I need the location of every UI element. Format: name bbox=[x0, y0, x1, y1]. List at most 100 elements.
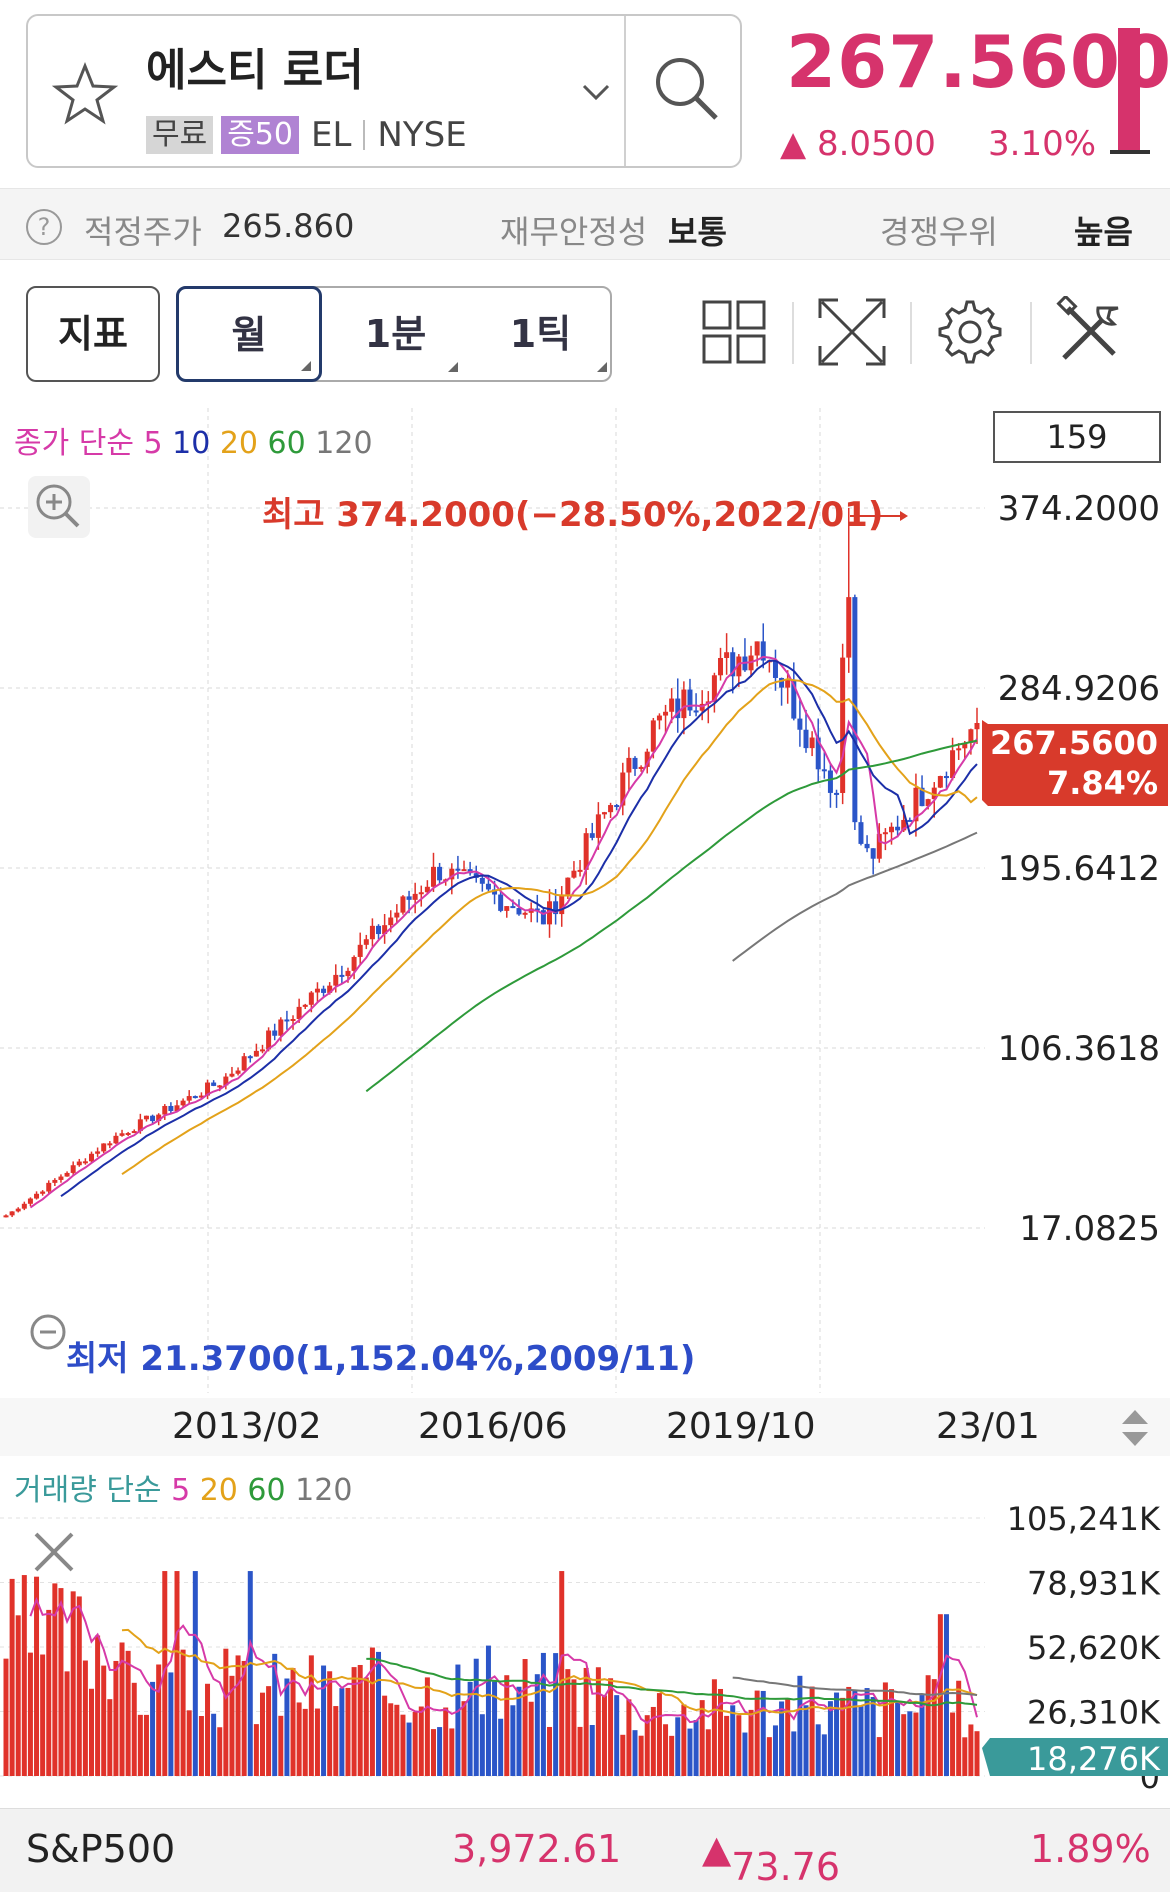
volume-bar bbox=[211, 1713, 217, 1776]
index-ticker[interactable]: S&P500 3,972.61 ▲ 73.76 1.89% bbox=[0, 1808, 1170, 1892]
candle-body bbox=[223, 1076, 229, 1086]
ma-line bbox=[29, 655, 978, 1209]
candle-body bbox=[241, 1056, 247, 1071]
candle-body bbox=[901, 819, 907, 831]
volume-bar bbox=[198, 1716, 204, 1776]
candle-body bbox=[296, 1006, 302, 1019]
candle-body bbox=[156, 1114, 162, 1122]
candle-body bbox=[669, 698, 675, 712]
volume-y-label: 105,241K bbox=[1007, 1500, 1161, 1538]
candle-body bbox=[943, 776, 949, 779]
candle-body bbox=[681, 689, 687, 719]
volume-bar bbox=[498, 1718, 504, 1776]
volume-bar bbox=[687, 1728, 693, 1776]
candle-body bbox=[119, 1133, 125, 1136]
volume-bar bbox=[241, 1660, 247, 1776]
volume-bar bbox=[473, 1658, 479, 1776]
volume-bar bbox=[962, 1737, 968, 1776]
volume-bars bbox=[3, 1571, 980, 1776]
financial-label: 재무안정성 bbox=[500, 213, 648, 251]
candle-body bbox=[559, 894, 565, 915]
volume-bar bbox=[748, 1709, 754, 1776]
volume-legend-period: 20 bbox=[200, 1473, 248, 1508]
volume-legend-period: 5 bbox=[171, 1473, 200, 1508]
volume-bar bbox=[321, 1665, 327, 1776]
toolbar-divider bbox=[792, 302, 794, 364]
volume-bar bbox=[174, 1571, 180, 1776]
candle-body bbox=[107, 1143, 113, 1146]
help-icon[interactable]: ? bbox=[26, 209, 62, 245]
volume-bar bbox=[974, 1731, 980, 1776]
candle-body bbox=[217, 1085, 223, 1088]
candle-body bbox=[34, 1193, 40, 1199]
price-chart[interactable]: 374.2000284.9206195.6412106.361817.0825 … bbox=[0, 408, 1170, 1398]
stock-name: 에스티 로더 bbox=[146, 45, 364, 96]
stock-selector[interactable]: 에스티 로더 무료 증50 EL NYSE bbox=[26, 14, 742, 168]
volume-bar bbox=[510, 1705, 516, 1776]
candle-body bbox=[760, 641, 766, 661]
index-change-value: 73.76 bbox=[731, 1845, 841, 1889]
volume-bar bbox=[705, 1729, 711, 1776]
candle-body bbox=[730, 652, 736, 677]
candle-body bbox=[663, 711, 669, 716]
fullscreen-icon[interactable] bbox=[816, 296, 888, 368]
candle-body bbox=[919, 787, 925, 807]
volume-bar bbox=[64, 1671, 70, 1776]
price-bar bbox=[1118, 28, 1140, 152]
stock-tags: 무료 증50 EL NYSE bbox=[146, 116, 471, 154]
y-label: 106.3618 bbox=[998, 1029, 1160, 1069]
period-month[interactable]: 월 bbox=[176, 286, 322, 382]
free-tag: 무료 bbox=[146, 116, 214, 154]
y-axis-panel bbox=[985, 408, 1170, 1398]
moving-average-lines bbox=[29, 655, 978, 1209]
candle-body bbox=[974, 723, 980, 730]
volume-bar bbox=[553, 1653, 559, 1776]
volume-bar bbox=[950, 1712, 956, 1776]
candle-body bbox=[40, 1191, 46, 1194]
volume-bar bbox=[400, 1714, 406, 1776]
period-1tick-label: 1틱 bbox=[509, 312, 572, 356]
candle-body bbox=[913, 787, 919, 822]
volume-bar bbox=[113, 1660, 119, 1776]
candle-body bbox=[290, 1018, 296, 1021]
period-1min[interactable]: 1분 bbox=[323, 288, 468, 380]
legend-period: 10 bbox=[172, 426, 220, 461]
volume-bar bbox=[272, 1653, 278, 1776]
star-icon[interactable] bbox=[50, 60, 120, 130]
chevron-down-icon[interactable] bbox=[576, 72, 616, 112]
candle-body bbox=[864, 843, 870, 849]
candle-body bbox=[211, 1082, 217, 1086]
x-label: 2016/06 bbox=[418, 1406, 568, 1447]
volume-bar bbox=[766, 1737, 772, 1776]
volume-bar bbox=[779, 1701, 785, 1776]
candle-body bbox=[412, 893, 418, 900]
volume-bar bbox=[736, 1715, 742, 1776]
candle-body bbox=[461, 869, 467, 872]
candle-body bbox=[620, 772, 626, 806]
grid-layout-icon[interactable] bbox=[698, 296, 770, 368]
volume-bar bbox=[669, 1735, 675, 1776]
search-icon[interactable] bbox=[646, 48, 728, 130]
volume-bar bbox=[40, 1654, 46, 1776]
candle-body bbox=[101, 1143, 107, 1152]
volume-bar bbox=[565, 1669, 571, 1776]
resize-arrows-icon[interactable] bbox=[1118, 1408, 1152, 1448]
volume-bar bbox=[107, 1699, 113, 1776]
candle-body bbox=[504, 906, 510, 911]
candle-body bbox=[736, 656, 742, 677]
candle-body bbox=[192, 1096, 198, 1099]
volume-bar bbox=[528, 1701, 534, 1776]
candle-body bbox=[809, 737, 815, 749]
period-1tick[interactable]: 1틱 bbox=[468, 288, 613, 380]
x-axis: 2013/02 2016/06 2019/10 23/01 bbox=[0, 1398, 1170, 1456]
candle-body bbox=[162, 1105, 168, 1115]
indicator-button[interactable]: 지표 bbox=[26, 286, 160, 382]
volume-bar bbox=[907, 1711, 913, 1776]
tools-icon[interactable] bbox=[1054, 296, 1126, 368]
volume-bar bbox=[931, 1679, 937, 1776]
candle-body bbox=[394, 912, 400, 918]
candle-body bbox=[608, 805, 614, 813]
gear-icon[interactable] bbox=[934, 296, 1006, 368]
